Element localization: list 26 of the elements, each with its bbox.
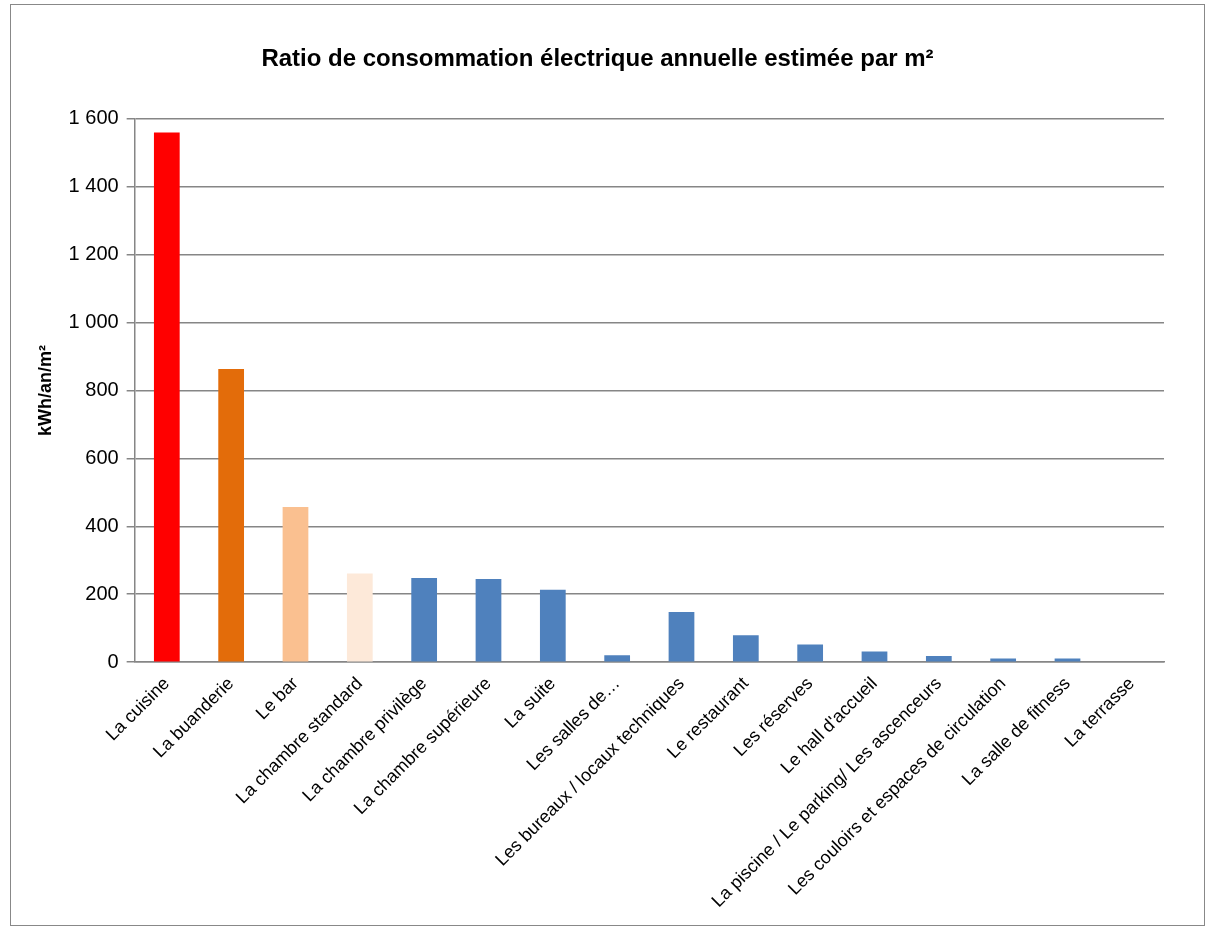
y-axis-title: kWh/an/m² bbox=[34, 344, 55, 436]
bar bbox=[732, 635, 759, 662]
bar bbox=[990, 658, 1017, 662]
bar bbox=[539, 589, 566, 662]
y-tick-label: 1 600 bbox=[68, 106, 119, 129]
bar bbox=[411, 577, 438, 662]
bar bbox=[604, 655, 631, 662]
y-tick-label: 1 400 bbox=[68, 174, 119, 197]
bar bbox=[668, 611, 695, 662]
y-tick-label: 800 bbox=[85, 377, 119, 400]
bar bbox=[797, 644, 824, 662]
chart-title: Ratio de consommation électrique annuelle estimée par m² bbox=[261, 44, 934, 72]
y-tick-label: 400 bbox=[85, 513, 119, 536]
bar bbox=[475, 578, 502, 662]
y-tick-label: 1 000 bbox=[68, 310, 119, 333]
y-tick-label: 1 200 bbox=[68, 242, 119, 265]
bar bbox=[282, 506, 309, 662]
y-tick-label: 600 bbox=[85, 445, 119, 468]
x-tick-label: Le bar bbox=[251, 672, 302, 724]
bar bbox=[218, 369, 245, 662]
bar bbox=[346, 573, 373, 662]
y-tick-label: 0 bbox=[107, 649, 119, 672]
bar bbox=[1054, 658, 1081, 662]
bar bbox=[925, 656, 952, 662]
y-tick-label: 200 bbox=[85, 581, 119, 604]
bar bbox=[153, 132, 180, 662]
